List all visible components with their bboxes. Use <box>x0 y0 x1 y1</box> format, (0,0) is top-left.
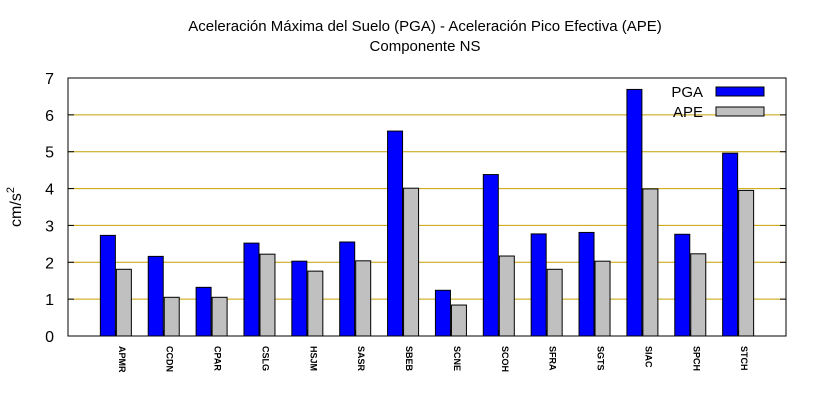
bar-pga-sgts <box>578 231 595 337</box>
legend-swatch-pga <box>715 86 765 97</box>
y-ticks: 0 1 2 3 4 5 6 7 <box>45 71 786 346</box>
bar-pga-cslg <box>243 242 260 337</box>
legend-label-ape: APE <box>673 104 703 121</box>
bar-pga-sfra <box>530 233 547 337</box>
x-tick-label: STCH <box>739 346 749 371</box>
y-tick-label: 1 <box>45 292 54 309</box>
y-tick-label: 0 <box>45 329 54 346</box>
x-tick-label: HSJM <box>308 346 318 371</box>
x-tick-label: CPAR <box>213 346 223 371</box>
x-tick-label: APMR <box>117 346 127 373</box>
bars <box>99 88 755 337</box>
bar-pga-cpar <box>195 286 212 337</box>
x-tick-labels: APMR CCDN CPAR CSLG HSJM SASR SBEB SCNE SCOH SFRA… <box>117 346 749 373</box>
bar-ape-spch <box>690 253 707 337</box>
y-tick-label: 4 <box>45 182 54 199</box>
bar-pga-spch <box>674 233 691 337</box>
bar-ape-cpar <box>211 296 228 337</box>
bar-ape-sbeb <box>403 187 420 337</box>
bar-pga-scne <box>434 289 451 337</box>
bar-ape-sfra <box>546 268 563 337</box>
bar-pga-siac <box>626 88 643 337</box>
bar-ape-scoh <box>498 255 515 337</box>
y-tick-label: 3 <box>45 218 54 235</box>
legend-swatch-ape <box>715 106 765 117</box>
bar-pga-sasr <box>339 241 356 337</box>
bar-ape-scne <box>450 304 467 337</box>
bar-pga-ccdn <box>147 255 164 337</box>
bar-ape-hsjm <box>307 270 324 337</box>
x-tick-label: SFRA <box>548 346 558 371</box>
y-tick-label: 6 <box>45 108 54 125</box>
y-axis-label: cm/s2 <box>5 187 25 227</box>
y-axis-label-unit: cm/s <box>8 193 25 227</box>
bar-pga-apmr <box>99 234 116 337</box>
bar-ape-cslg <box>259 253 276 337</box>
bar-ape-sasr <box>355 260 372 337</box>
bar-pga-scoh <box>482 174 499 337</box>
bar-ape-stch <box>738 189 755 337</box>
y-tick-label: 7 <box>45 71 54 88</box>
plot-frame <box>67 77 787 337</box>
bar-pga-hsjm <box>291 260 308 337</box>
x-tick-label: SCNE <box>452 346 462 371</box>
x-tick-label: CSLG <box>260 346 270 371</box>
legend-label-pga: PGA <box>671 84 703 101</box>
x-tick-label: SIAC <box>643 346 653 368</box>
bar-pga-stch <box>722 152 739 337</box>
x-tick-label: SASR <box>356 346 366 372</box>
x-tick-label: SGTS <box>596 346 606 371</box>
bar-ape-sgts <box>594 260 611 337</box>
x-tick-label: SPCH <box>691 346 701 371</box>
legend: PGA APE <box>671 84 765 121</box>
chart-title: Aceleración Máxima del Suelo (PGA) - Ace… <box>188 18 662 35</box>
x-tick-label: CCDN <box>165 346 175 372</box>
y-tick-label: 5 <box>45 145 54 162</box>
y-tick-label: 2 <box>45 255 54 272</box>
chart-subtitle: Componente NS <box>370 38 481 55</box>
bar-ape-ccdn <box>163 296 180 337</box>
x-tick-label: SBEB <box>404 346 414 372</box>
grid-lines <box>68 114 786 300</box>
bar-ape-siac <box>642 188 659 337</box>
y-axis-label-exponent: 2 <box>5 187 17 193</box>
x-tick-label: SCOH <box>500 346 510 372</box>
bar-pga-sbeb <box>387 130 404 337</box>
bar-ape-apmr <box>115 268 132 337</box>
